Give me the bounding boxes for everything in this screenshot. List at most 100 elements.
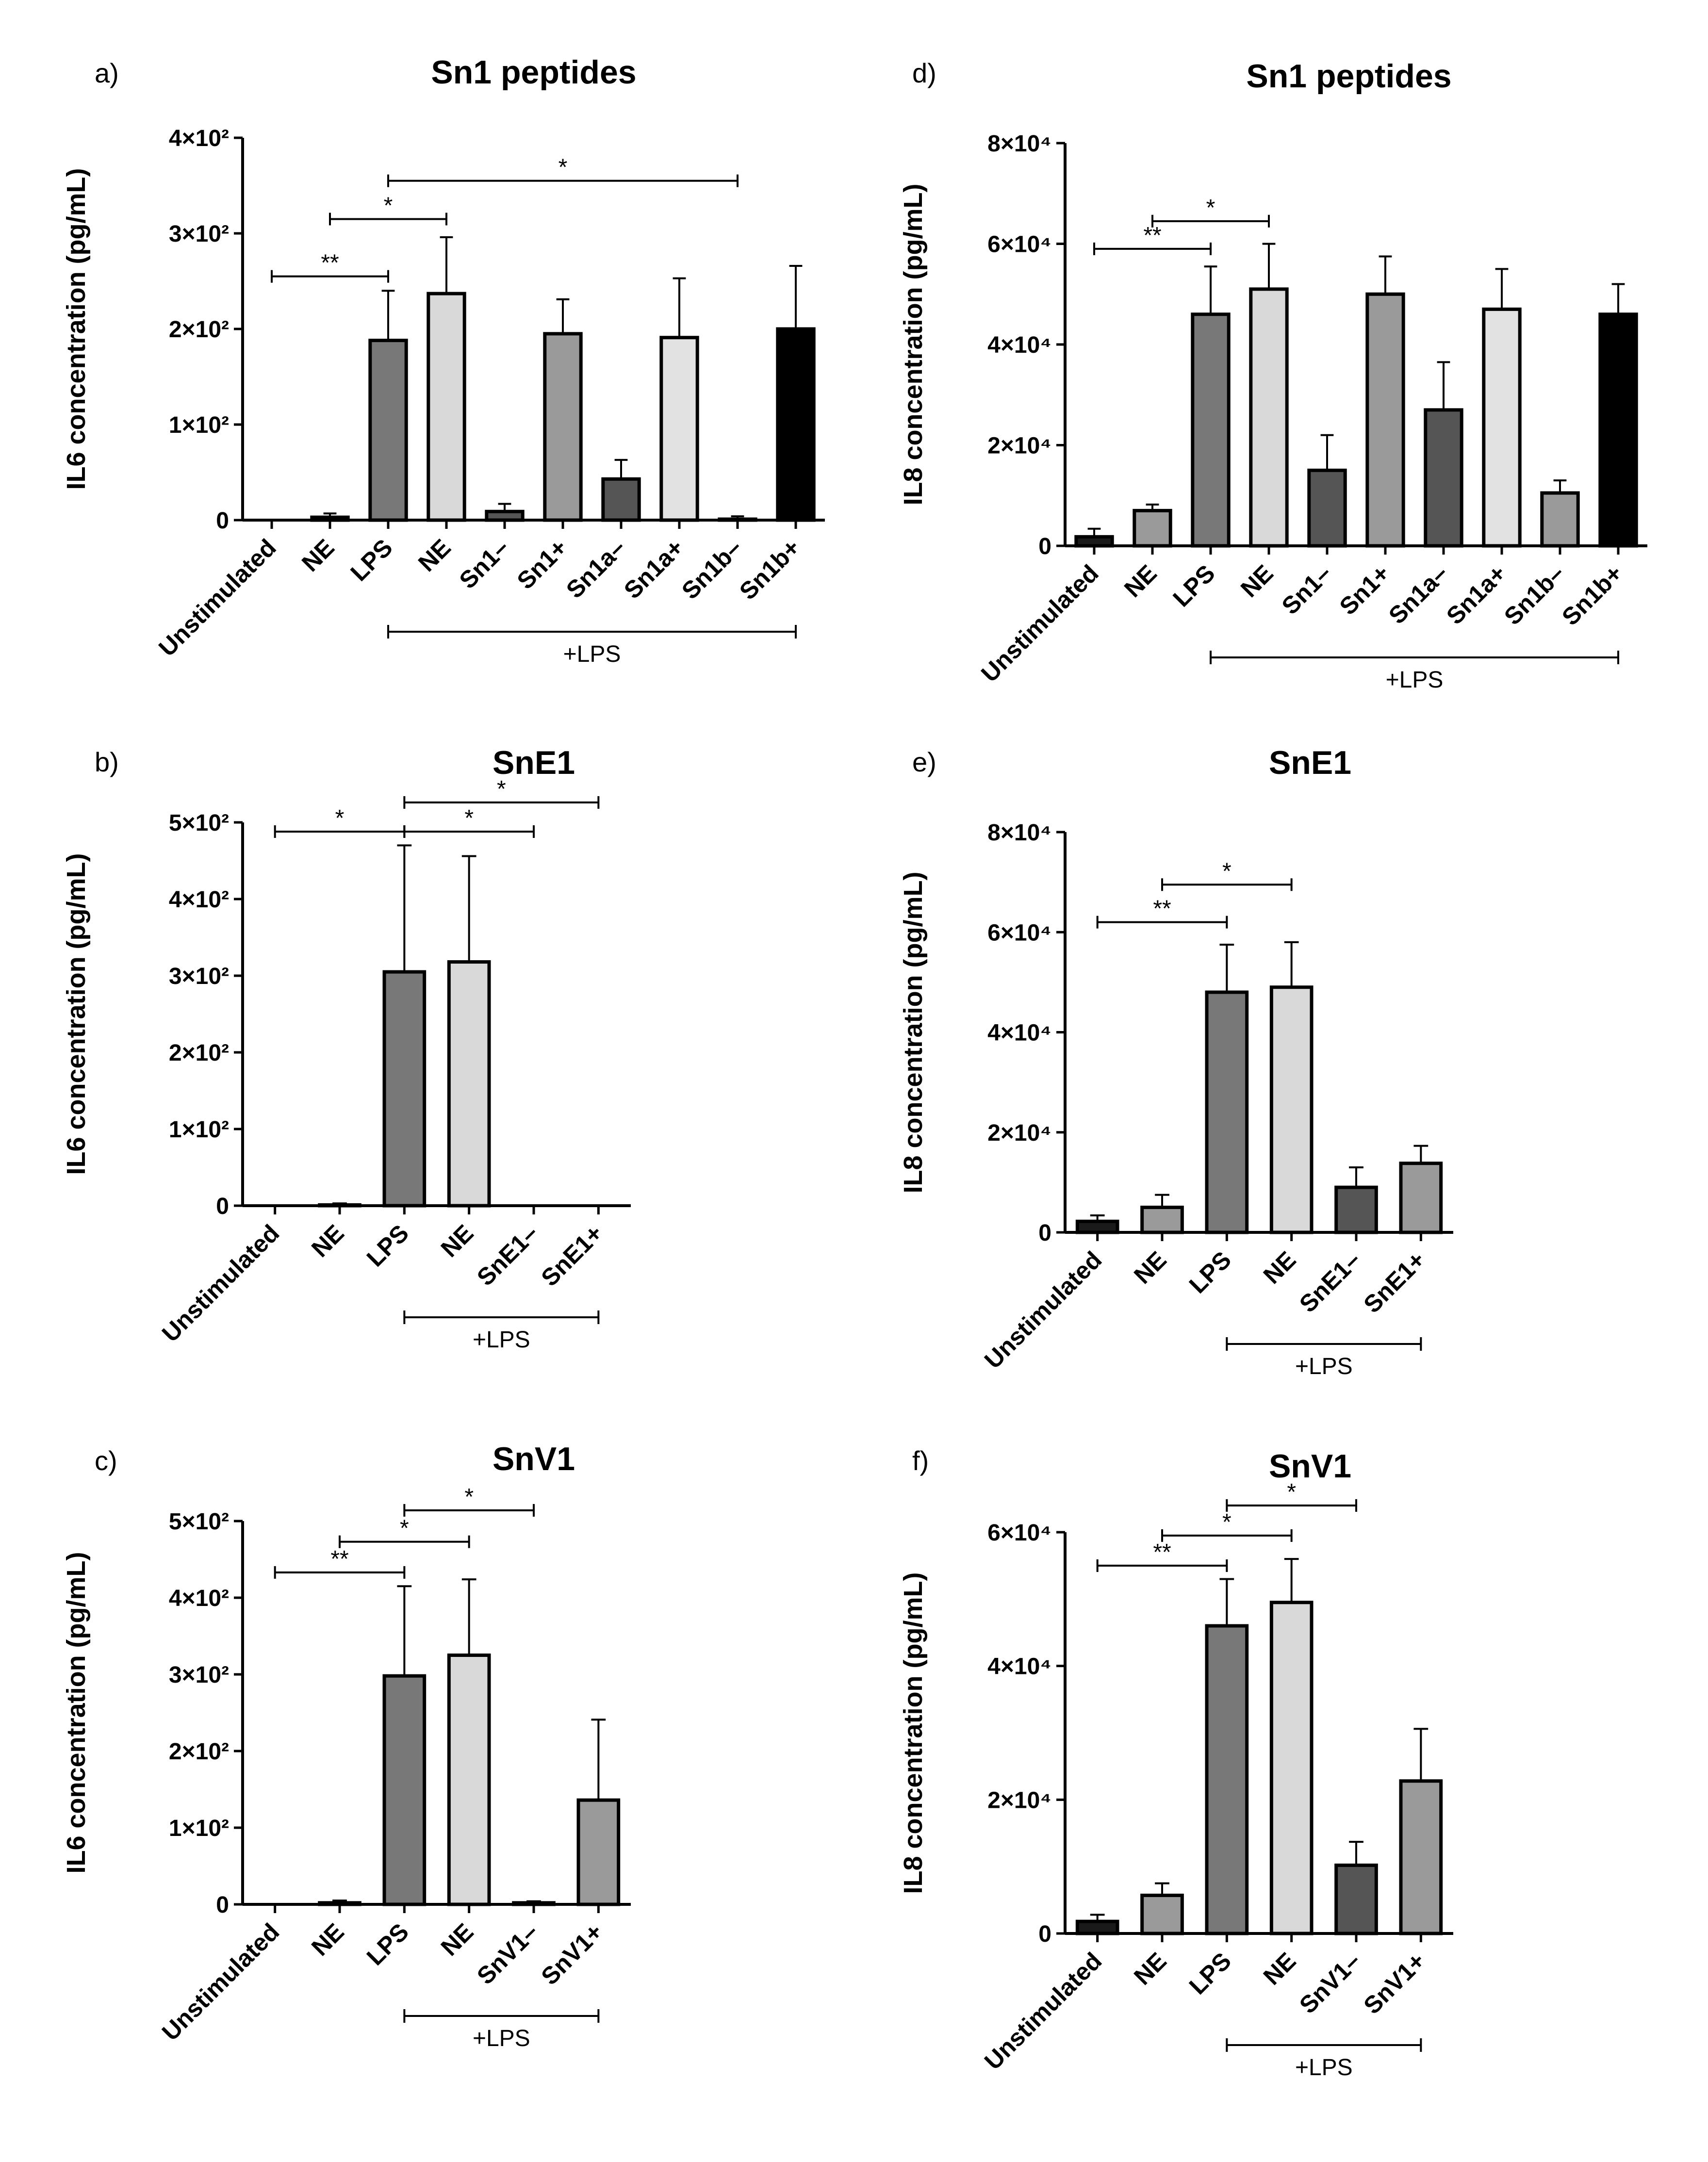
bar: [1205, 1624, 1249, 1935]
category-label: SnV1+: [1358, 1947, 1430, 2019]
y-tick-label: 0: [1038, 1921, 1051, 1947]
category-label: Sn1a–: [561, 534, 631, 604]
chart-title: Sn1 peptides: [431, 54, 636, 91]
category-label: NE: [1258, 1246, 1301, 1289]
significance-label: *: [384, 193, 393, 218]
y-axis-label: IL8 concentration (pg/mL): [899, 871, 928, 1193]
bar: [368, 339, 408, 522]
y-tick-label: 2×10⁴: [987, 433, 1051, 459]
significance-label: **: [1153, 1540, 1171, 1565]
category-label: SnE1–: [1294, 1246, 1366, 1318]
category-label: Sn1a+: [619, 534, 689, 604]
significance-label: *: [1206, 195, 1215, 221]
bar: [1269, 1601, 1314, 1935]
significance-label: *: [558, 155, 568, 180]
y-tick-label: 4×10⁴: [987, 332, 1051, 358]
group-label: +LPS: [473, 2026, 530, 2051]
bar: [1365, 292, 1405, 548]
category-label: NE: [413, 534, 456, 577]
y-tick-label: 4×10⁴: [987, 1654, 1051, 1680]
bar: [1133, 508, 1172, 548]
category-label: Sn1b–: [676, 534, 747, 605]
category-label: SnE1+: [1358, 1246, 1430, 1318]
category-label: SnV1–: [1294, 1947, 1366, 2019]
bar: [1598, 312, 1638, 548]
y-tick-label: 3×10²: [169, 1662, 229, 1688]
y-axis-label: IL6 concentration (pg/mL): [62, 853, 91, 1175]
y-tick-label: 4×10⁴: [987, 1020, 1051, 1046]
category-label: NE: [436, 1219, 479, 1262]
y-tick-label: 5×10²: [169, 810, 229, 836]
chart-title: SnV1: [1269, 1448, 1351, 1485]
significance-label: *: [1287, 1479, 1296, 1505]
category-label: SnV1+: [536, 1918, 608, 1990]
bar: [318, 1203, 361, 1208]
category-label: SnE1–: [472, 1219, 543, 1291]
y-tick-label: 4×10²: [169, 126, 229, 151]
bar: [382, 1674, 427, 1906]
category-label: NE: [306, 1219, 349, 1262]
y-tick-label: 2×10²: [169, 1739, 229, 1765]
significance-label: *: [1222, 858, 1232, 884]
panel-label: d): [912, 58, 936, 88]
bar: [1399, 1779, 1443, 1935]
category-label: Unstimulated: [157, 1918, 285, 2046]
y-tick-label: 2×10²: [169, 317, 229, 343]
bar: [485, 509, 525, 522]
category-label: Sn1b+: [734, 534, 805, 605]
y-tick-label: 1×10²: [169, 1816, 229, 1841]
significance-label: *: [497, 776, 506, 802]
category-label: LPS: [361, 1219, 414, 1272]
y-tick-label: 1×10²: [169, 412, 229, 438]
bar: [1540, 491, 1580, 548]
bar: [512, 1901, 556, 1906]
y-tick-label: 2×10²: [169, 1040, 229, 1066]
bar: [1424, 408, 1463, 548]
y-tick-label: 4×10²: [169, 887, 229, 913]
category-label: LPS: [1184, 1246, 1236, 1298]
category-label: Sn1b+: [1557, 559, 1628, 631]
chart-title: SnE1: [1269, 744, 1351, 781]
bar: [382, 970, 427, 1208]
bar: [776, 327, 816, 522]
chart-title: Sn1 peptides: [1246, 58, 1451, 95]
y-tick-label: 6×10⁴: [987, 920, 1051, 946]
significance-label: **: [321, 250, 339, 276]
bar: [1334, 1185, 1378, 1234]
bar: [1075, 1919, 1119, 1935]
bar: [310, 515, 350, 522]
y-tick-label: 6×10⁴: [987, 1520, 1051, 1546]
bar: [718, 517, 757, 522]
significance-label: *: [400, 1516, 409, 1541]
bar: [447, 960, 491, 1208]
panel-label: f): [912, 1445, 929, 1476]
significance-label: *: [1222, 1509, 1232, 1535]
category-label: SnE1+: [536, 1219, 608, 1292]
chart-title: SnV1: [493, 1441, 575, 1477]
y-tick-label: 2×10⁴: [987, 1787, 1051, 1813]
group-label: +LPS: [1295, 1354, 1353, 1379]
category-label: LPS: [1167, 559, 1220, 612]
panel-label: b): [95, 747, 119, 777]
category-label: NE: [1129, 1246, 1172, 1289]
chart-panel-e: e) SnE1 IL8 concentration (pg/mL) 0 2×10⁴ 4×1…: [899, 744, 1453, 1379]
category-label: NE: [1119, 559, 1162, 603]
bar: [447, 1654, 491, 1906]
bar: [1307, 468, 1347, 548]
y-tick-label: 0: [216, 1194, 229, 1219]
category-label: Unstimulated: [976, 559, 1104, 688]
y-axis-label: IL8 concentration (pg/mL): [899, 183, 928, 505]
significance-label: *: [335, 805, 345, 831]
category-label: NE: [306, 1918, 349, 1961]
category-label: LPS: [1184, 1947, 1236, 1999]
chart-panel-b: b) SnE1 IL6 concentration (pg/mL) 0 1×10² 2×1…: [62, 744, 631, 1353]
bar: [1399, 1162, 1443, 1234]
chart-panel-f: f) SnV1 IL8 concentration (pg/mL) 0 2×10⁴ 4×1…: [899, 1445, 1453, 2080]
bar: [1334, 1863, 1378, 1935]
category-label: Unstimulated: [979, 1947, 1107, 2075]
chart-panel-c: c) SnV1 IL6 concentration (pg/mL) 0 1×10² 2×1…: [62, 1441, 631, 2051]
bar: [1249, 287, 1289, 548]
category-label: Sn1–: [1277, 559, 1337, 620]
significance-label: **: [330, 1546, 348, 1572]
